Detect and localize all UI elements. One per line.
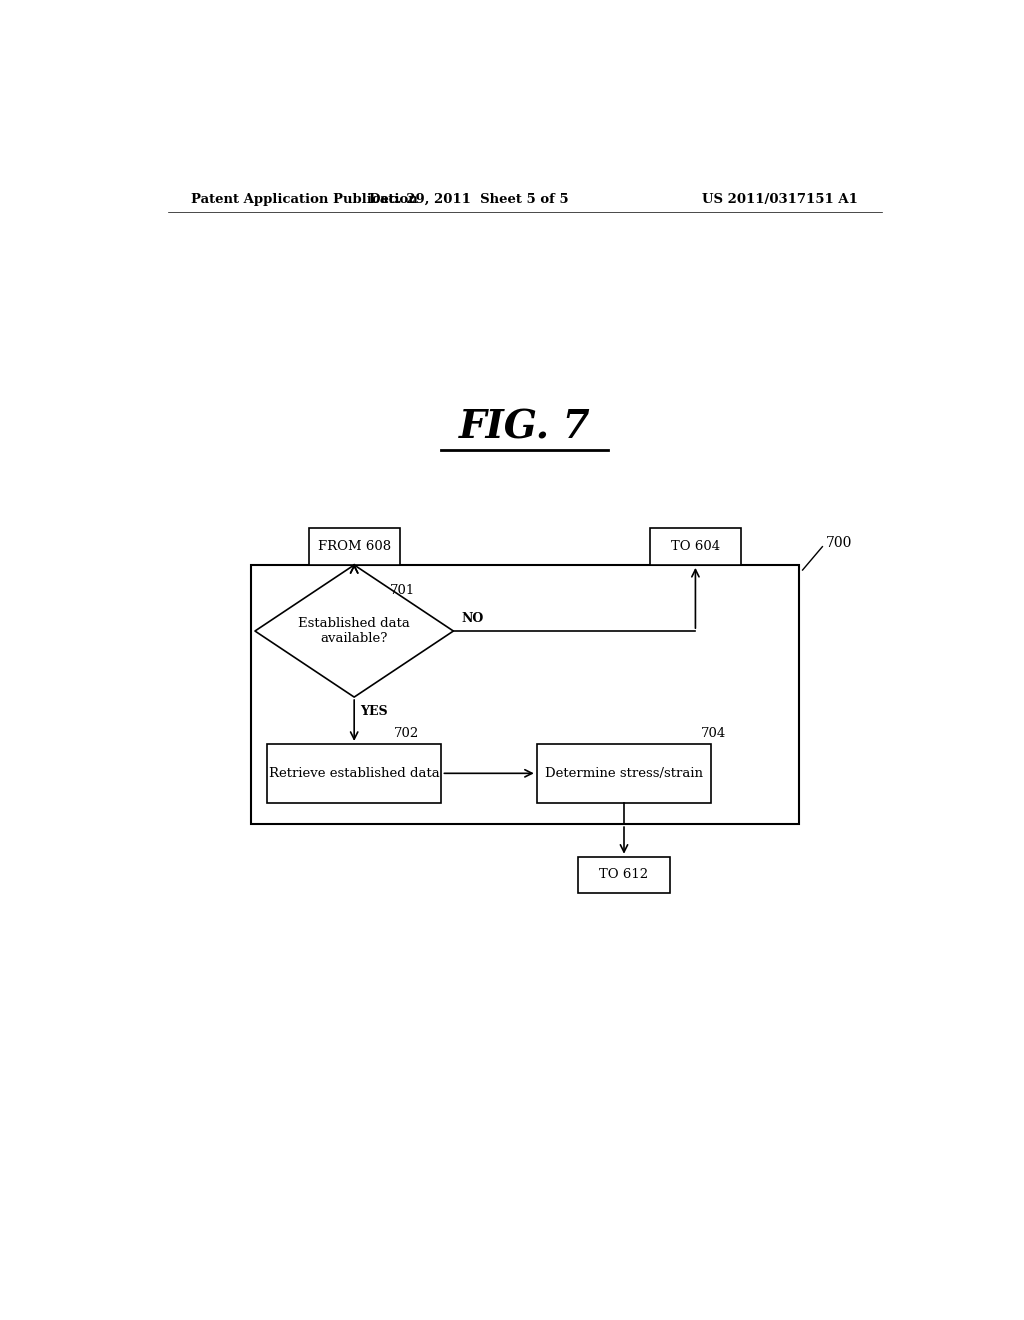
Bar — [579, 857, 670, 894]
Text: Patent Application Publication: Patent Application Publication — [191, 193, 418, 206]
Text: TO 604: TO 604 — [671, 540, 720, 553]
Text: Dec. 29, 2011  Sheet 5 of 5: Dec. 29, 2011 Sheet 5 of 5 — [370, 193, 569, 206]
Text: YES: YES — [360, 705, 388, 718]
Text: FIG. 7: FIG. 7 — [459, 409, 591, 446]
Bar — [308, 528, 399, 565]
Bar — [650, 528, 741, 565]
Bar — [537, 744, 712, 803]
Text: Retrieve established data: Retrieve established data — [269, 767, 439, 780]
Text: 700: 700 — [826, 536, 853, 549]
Bar — [251, 565, 799, 824]
Text: 704: 704 — [701, 727, 726, 739]
Text: Determine stress/strain: Determine stress/strain — [545, 767, 703, 780]
Text: 702: 702 — [394, 727, 419, 739]
Text: TO 612: TO 612 — [599, 869, 648, 882]
Text: FROM 608: FROM 608 — [317, 540, 391, 553]
Bar — [267, 744, 441, 803]
Text: NO: NO — [461, 612, 483, 624]
Text: US 2011/0317151 A1: US 2011/0317151 A1 — [702, 193, 858, 206]
Text: 701: 701 — [390, 585, 415, 598]
Text: Established data
available?: Established data available? — [298, 616, 411, 645]
